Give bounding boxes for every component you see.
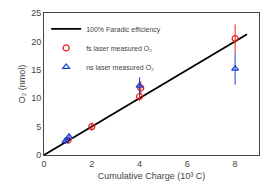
svg-text:Cumulative Charge (10³ C): Cumulative Charge (10³ C): [98, 171, 206, 181]
svg-text:15: 15: [31, 65, 41, 75]
svg-text:100% Faradic efficiency: 100% Faradic efficiency: [86, 26, 161, 34]
svg-text:O₂ (nmol): O₂ (nmol): [17, 65, 27, 104]
svg-text:8: 8: [233, 159, 238, 169]
svg-text:0: 0: [36, 150, 41, 160]
svg-text:4: 4: [137, 159, 142, 169]
svg-text:ns laser measured O₂: ns laser measured O₂: [86, 64, 154, 71]
svg-text:0: 0: [41, 159, 46, 169]
svg-text:fs laser measured O₂: fs laser measured O₂: [86, 45, 152, 52]
svg-text:25: 25: [31, 8, 41, 18]
svg-text:20: 20: [31, 37, 41, 47]
svg-text:6: 6: [185, 159, 190, 169]
svg-text:10: 10: [31, 93, 41, 103]
svg-text:5: 5: [36, 122, 41, 132]
svg-text:2: 2: [89, 159, 94, 169]
